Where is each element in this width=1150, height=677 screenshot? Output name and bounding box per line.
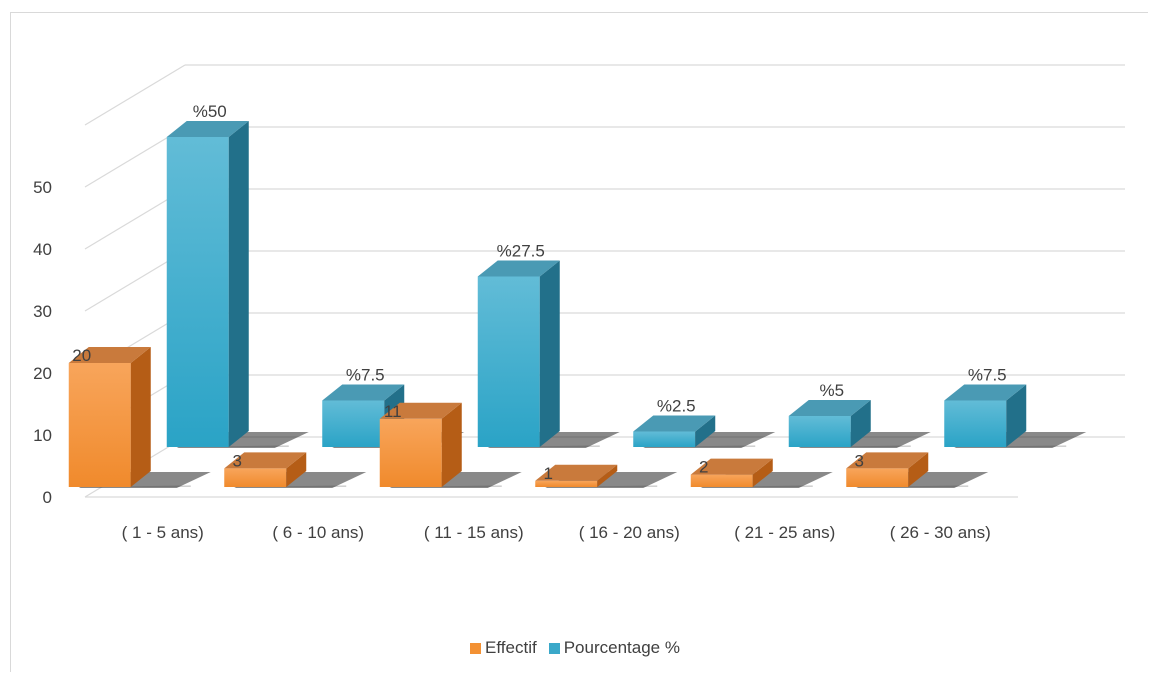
x-tick-label: ( 1 - 5 ans): [122, 523, 204, 542]
legend-item-effectif[interactable]: Effectif: [470, 638, 537, 658]
data-label-effectif: 20: [72, 346, 91, 365]
x-tick-label: ( 21 - 25 ans): [734, 523, 835, 542]
y-tick-label: 40: [33, 240, 52, 259]
data-labels: %50 20 %7.5 3 %27.5 11 %2.5 1 %5 2 %7.5 3: [72, 102, 1006, 483]
x-tick-label: ( 26 - 30 ans): [890, 523, 991, 542]
y-tick-label: 50: [33, 178, 52, 197]
data-label-pourcentage: %7.5: [346, 366, 385, 385]
bar-effectif[interactable]: [224, 452, 367, 488]
y-tick-label: 10: [33, 426, 52, 445]
data-label-effectif: 2: [699, 458, 708, 477]
y-tick-label: 0: [43, 488, 52, 507]
y-axis: 0 10 20 30 40 50: [33, 178, 52, 507]
data-label-effectif: 11: [384, 402, 402, 421]
data-label-effectif: 1: [544, 464, 553, 483]
data-label-effectif: 3: [233, 451, 242, 470]
x-tick-label: ( 6 - 10 ans): [272, 523, 364, 542]
bar-pourcentage[interactable]: [477, 260, 620, 449]
x-axis: ( 1 - 5 ans) ( 6 - 10 ans) ( 11 - 15 ans) (…: [122, 523, 991, 542]
bar-pourcentage[interactable]: [944, 384, 1087, 449]
bar-effectif[interactable]: [68, 347, 211, 488]
x-tick-label: ( 16 - 20 ans): [579, 523, 680, 542]
data-label-pourcentage: %50: [193, 102, 227, 121]
legend-swatch-effectif: [470, 642, 482, 654]
legend-item-pourcentage[interactable]: Pourcentage %: [548, 638, 680, 658]
bar-effectif[interactable]: [846, 452, 989, 488]
y-tick-label: 20: [33, 364, 52, 383]
legend-label-pourcentage: Pourcentage %: [563, 638, 680, 657]
bar-effectif[interactable]: [690, 458, 833, 488]
bar-effectif[interactable]: [535, 464, 678, 488]
data-label-pourcentage: %7.5: [968, 366, 1007, 385]
wall-gridline: [84, 64, 186, 126]
data-label-effectif: 3: [855, 451, 864, 470]
data-label-pourcentage: %2.5: [657, 397, 696, 416]
bars-layer: [68, 121, 1087, 488]
bar-pourcentage[interactable]: [788, 400, 931, 448]
chart-frame: [10, 12, 1148, 672]
x-tick-label: ( 11 - 15 ans): [424, 523, 524, 542]
legend-label-effectif: Effectif: [485, 638, 537, 657]
bar-pourcentage[interactable]: [166, 121, 309, 448]
data-label-pourcentage: %5: [819, 381, 844, 400]
legend: Effectif Pourcentage %: [0, 638, 1150, 658]
bar-effectif[interactable]: [379, 402, 522, 488]
y-tick-label: 30: [33, 302, 52, 321]
legend-swatch-pourcentage: [548, 642, 560, 654]
data-label-pourcentage: %27.5: [497, 242, 545, 261]
bar-pourcentage[interactable]: [633, 415, 776, 449]
